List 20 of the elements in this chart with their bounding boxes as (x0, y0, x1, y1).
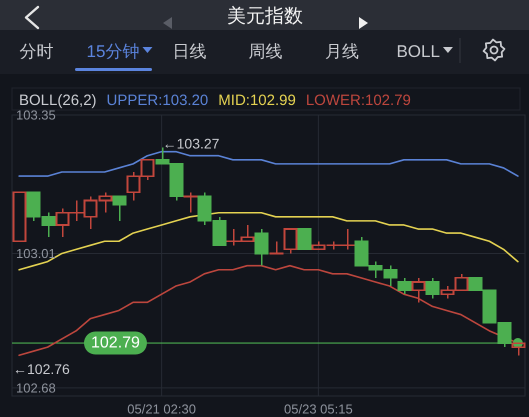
tab-label: 月线 (324, 42, 359, 61)
x-tick-label: 05/21 02:30 (127, 402, 196, 416)
legend-label: UPPER:103.20 (106, 92, 208, 109)
annotation: ←102.76 (13, 361, 70, 377)
tab-label: 15分钟 (86, 42, 140, 61)
legend-label: LOWER:102.79 (306, 92, 411, 109)
tab-label: 日线 (172, 42, 206, 61)
annotation: ←103.27 (162, 136, 220, 152)
y-tick-label: 103.35 (16, 108, 56, 122)
tab-label: 分时 (20, 42, 54, 61)
ref-line-label: 102.79 (84, 332, 147, 355)
ref-line-label: 102.79 (91, 334, 140, 352)
tab-label: 周线 (248, 42, 283, 61)
x-tick-label: 05/23 05:15 (284, 402, 353, 416)
legend-label: MID:102.99 (218, 92, 296, 109)
tab-label: BOLL (396, 42, 440, 61)
title: 美元指数 (227, 6, 303, 27)
y-tick-label: 102.68 (16, 380, 56, 396)
legend-title: BOLL(26,2) (19, 92, 97, 109)
y-tick-label: 103.01 (16, 246, 56, 261)
